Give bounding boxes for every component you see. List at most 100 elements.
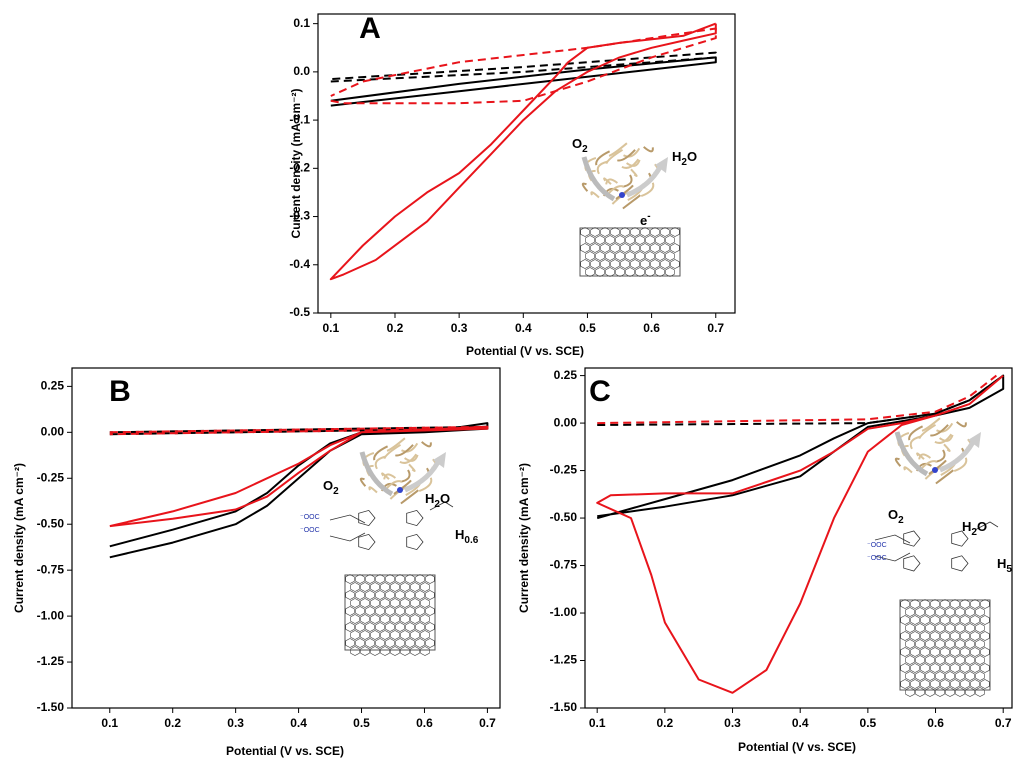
protein-strand <box>400 469 411 483</box>
data-line <box>330 27 717 105</box>
protein-strand <box>400 489 419 505</box>
nanotube-cell <box>910 615 920 625</box>
protein-strand <box>386 437 406 452</box>
protein-strand <box>943 443 951 452</box>
nanotube-cell <box>405 606 415 616</box>
nanotube-cell <box>360 582 370 592</box>
nanotube-cell <box>390 646 400 656</box>
nanotube-cell <box>405 622 415 632</box>
nanotube-cell <box>585 251 595 261</box>
nanotube-cell <box>660 227 670 237</box>
nanotube-cell <box>915 607 925 617</box>
protein-strand <box>608 142 628 157</box>
arrow-in <box>359 451 394 497</box>
nanotube-cell <box>935 655 945 665</box>
plot-frame <box>71 367 501 709</box>
nanotube-cell <box>930 663 940 673</box>
porphyrin-ring <box>951 555 969 572</box>
x-tick-label: 0.6 <box>927 716 944 730</box>
nanotube-cell <box>650 227 660 237</box>
nanotube-cell <box>345 622 355 632</box>
nanotube-cell <box>365 606 375 616</box>
nanotube-cell <box>420 646 430 656</box>
y-tick-label: 0.00 <box>41 424 65 438</box>
nanotube-cell <box>365 622 375 632</box>
porphyrin-chain <box>329 501 454 542</box>
nanotube-cell <box>615 267 625 277</box>
nanotube-cell <box>905 655 915 665</box>
nanotube-cell <box>600 259 610 269</box>
nanotube-cell <box>375 638 385 648</box>
protein-strand <box>605 178 619 185</box>
x-tick-label: 0.6 <box>643 321 660 335</box>
plot-frame <box>317 13 736 314</box>
protein-strand <box>630 168 638 177</box>
inset-label: ⁻OOC <box>867 542 887 549</box>
x-tick-label: 0.4 <box>290 716 307 730</box>
data-line <box>330 56 717 107</box>
nanotube-cell <box>905 639 915 649</box>
inset-label: ⁻OOC <box>300 527 320 534</box>
protein-strand <box>381 472 390 480</box>
nanotube-cell <box>635 267 645 277</box>
nanotube-cell <box>380 582 390 592</box>
inset-label: O2 <box>323 478 339 496</box>
protein-strand <box>928 459 947 475</box>
nanotube-cell <box>635 251 645 261</box>
nanotube-cell <box>900 647 910 657</box>
inset-label-text: O <box>323 478 333 493</box>
protein-strand <box>956 421 967 428</box>
nanotube-cell <box>610 259 620 269</box>
nanotube-cell <box>585 235 595 245</box>
y-tick-label: -0.5 <box>289 305 310 319</box>
nanotube-cell <box>940 679 950 689</box>
arrow-head <box>655 157 668 173</box>
nanotube-cell <box>925 623 935 633</box>
nanotube-cell <box>920 631 930 641</box>
nanotube-cell <box>605 235 615 245</box>
nanotube-cell <box>375 574 385 584</box>
nanotube-cell <box>965 671 975 681</box>
nanotube-cell <box>620 259 630 269</box>
y-tick-label: -0.50 <box>550 510 578 524</box>
nanotube <box>344 574 436 651</box>
nanotube <box>899 599 991 691</box>
nanotube-cell <box>670 243 680 253</box>
x-axis-label: Potential (V vs. SCE) <box>226 744 344 758</box>
nanotube-cell <box>930 679 940 689</box>
protein-strand <box>374 455 386 470</box>
panel-label: B <box>109 375 131 408</box>
nanotube-cell <box>640 227 650 237</box>
nanotube-cell <box>970 679 980 689</box>
nanotube-cell <box>915 687 925 697</box>
nanotube-cell <box>595 251 605 261</box>
nanotube-cell <box>400 614 410 624</box>
inset-label-sub: 2 <box>681 157 687 168</box>
nanotube-cell <box>665 235 675 245</box>
nanotube-cell <box>965 607 975 617</box>
protein-strand <box>936 422 954 433</box>
nanotube-cell <box>645 235 655 245</box>
nanotube-cell <box>370 598 380 608</box>
porphyrin-ring <box>406 509 424 527</box>
nanotube-cell <box>395 606 405 616</box>
nanotube-cell <box>920 615 930 625</box>
data-line <box>596 374 1004 694</box>
y-tick-label: 0.25 <box>554 368 578 382</box>
inset-label-tail: O <box>440 491 450 506</box>
nanotube-cell <box>580 227 590 237</box>
nanotube-cell <box>615 251 625 261</box>
nanotube-cell <box>345 590 355 600</box>
x-axis-label: Potential (V vs. SCE) <box>738 740 856 754</box>
nanotube-cell <box>635 235 645 245</box>
nanotube-cell <box>975 655 985 665</box>
nanotube-cell <box>935 607 945 617</box>
protein-strand <box>590 191 600 199</box>
protein-strand <box>930 424 949 437</box>
protein-strand <box>393 479 412 495</box>
nanotube-cell <box>905 607 915 617</box>
nanotube-cell <box>960 679 970 689</box>
inset-label-text: ⁻OOC <box>300 527 320 534</box>
protein-strand <box>939 434 954 442</box>
